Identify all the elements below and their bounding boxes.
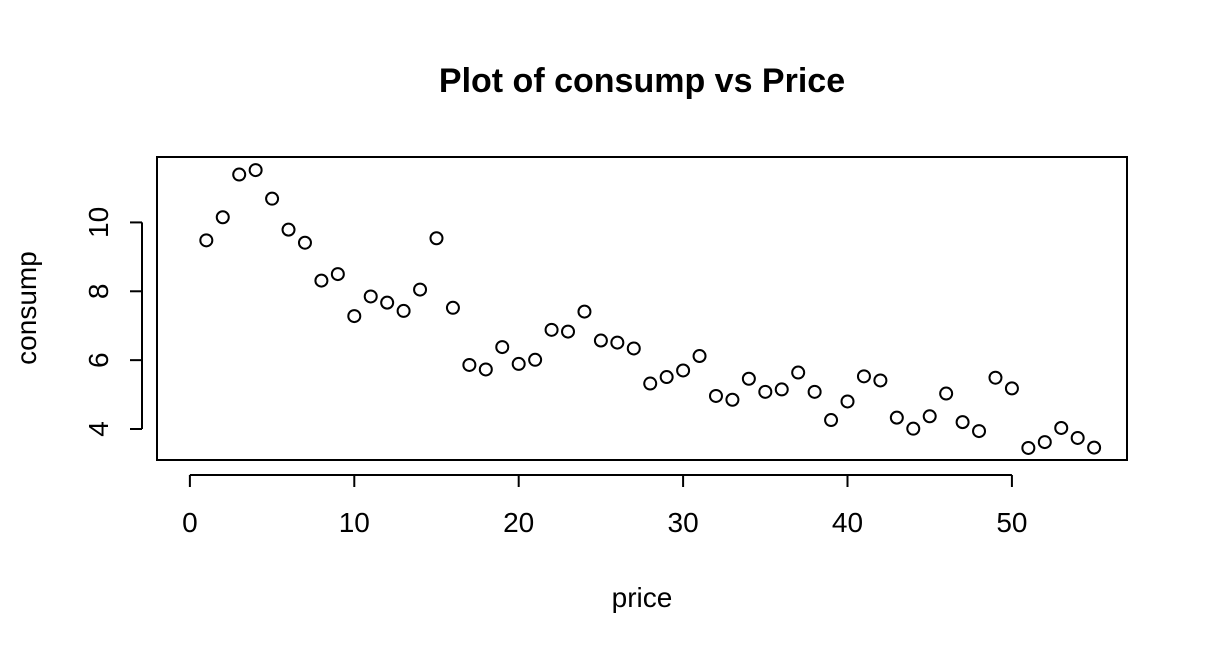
data-point [676, 363, 691, 378]
data-point [363, 289, 378, 304]
chart-title: Plot of consump vs Price [439, 62, 845, 100]
x-tick-label: 0 [182, 507, 198, 538]
data-point [314, 273, 329, 288]
data-point [445, 300, 460, 315]
data-point [626, 341, 641, 356]
data-point [199, 233, 214, 248]
x-tick-label: 30 [668, 507, 699, 538]
data-point [347, 309, 362, 324]
x-axis: 0 10 20 30 40 50 [182, 474, 1027, 538]
data-point [643, 376, 658, 391]
data-point [544, 322, 559, 337]
data-point [610, 335, 625, 350]
data-point [922, 409, 937, 424]
data-point [972, 424, 987, 439]
data-point [265, 191, 280, 206]
data-point [396, 303, 411, 318]
data-point [791, 365, 806, 380]
x-tick-label: 10 [339, 507, 370, 538]
data-point [478, 362, 493, 377]
data-point [215, 210, 230, 225]
data-point [380, 295, 395, 310]
data-point [577, 304, 592, 319]
data-point [281, 222, 296, 237]
data-point [659, 370, 674, 385]
data-point [413, 282, 428, 297]
y-tick-label: 10 [83, 207, 114, 238]
plot-area-frame [156, 156, 1128, 461]
data-point [528, 352, 543, 367]
data-point [248, 163, 263, 178]
data-point [692, 349, 707, 364]
data-point [1037, 435, 1052, 450]
y-tick-label: 6 [83, 352, 114, 368]
y-axis: 4 6 8 10 [83, 207, 143, 437]
y-tick-label: 8 [83, 283, 114, 299]
x-tick-label: 50 [996, 507, 1027, 538]
data-point [873, 373, 888, 388]
data-point [495, 340, 510, 355]
data-point [856, 369, 871, 384]
data-point [297, 235, 312, 250]
y-tick-label: 4 [83, 421, 114, 437]
data-point [330, 267, 345, 282]
data-point [741, 371, 756, 386]
data-point [758, 384, 773, 399]
data-point [511, 356, 526, 371]
data-point [988, 370, 1003, 385]
data-point [1021, 440, 1036, 455]
data-point [774, 382, 789, 397]
data-point [593, 333, 608, 348]
data-point [807, 384, 822, 399]
data-point [429, 231, 444, 246]
data-point [708, 388, 723, 403]
data-point [725, 392, 740, 407]
data-points [199, 163, 1102, 455]
data-point [1054, 420, 1069, 435]
data-point [1070, 430, 1085, 445]
data-point [462, 357, 477, 372]
data-point [1004, 381, 1019, 396]
data-point [840, 394, 855, 409]
data-point [939, 386, 954, 401]
data-point [824, 413, 839, 428]
data-point [955, 415, 970, 430]
x-tick-label: 20 [503, 507, 534, 538]
data-point [561, 324, 576, 339]
data-point [906, 421, 921, 436]
data-point [232, 167, 247, 182]
x-axis-label: price [612, 582, 673, 613]
data-point [1087, 440, 1102, 455]
x-tick-label: 40 [832, 507, 863, 538]
data-point [889, 410, 904, 425]
y-axis-label: consump [11, 251, 42, 365]
